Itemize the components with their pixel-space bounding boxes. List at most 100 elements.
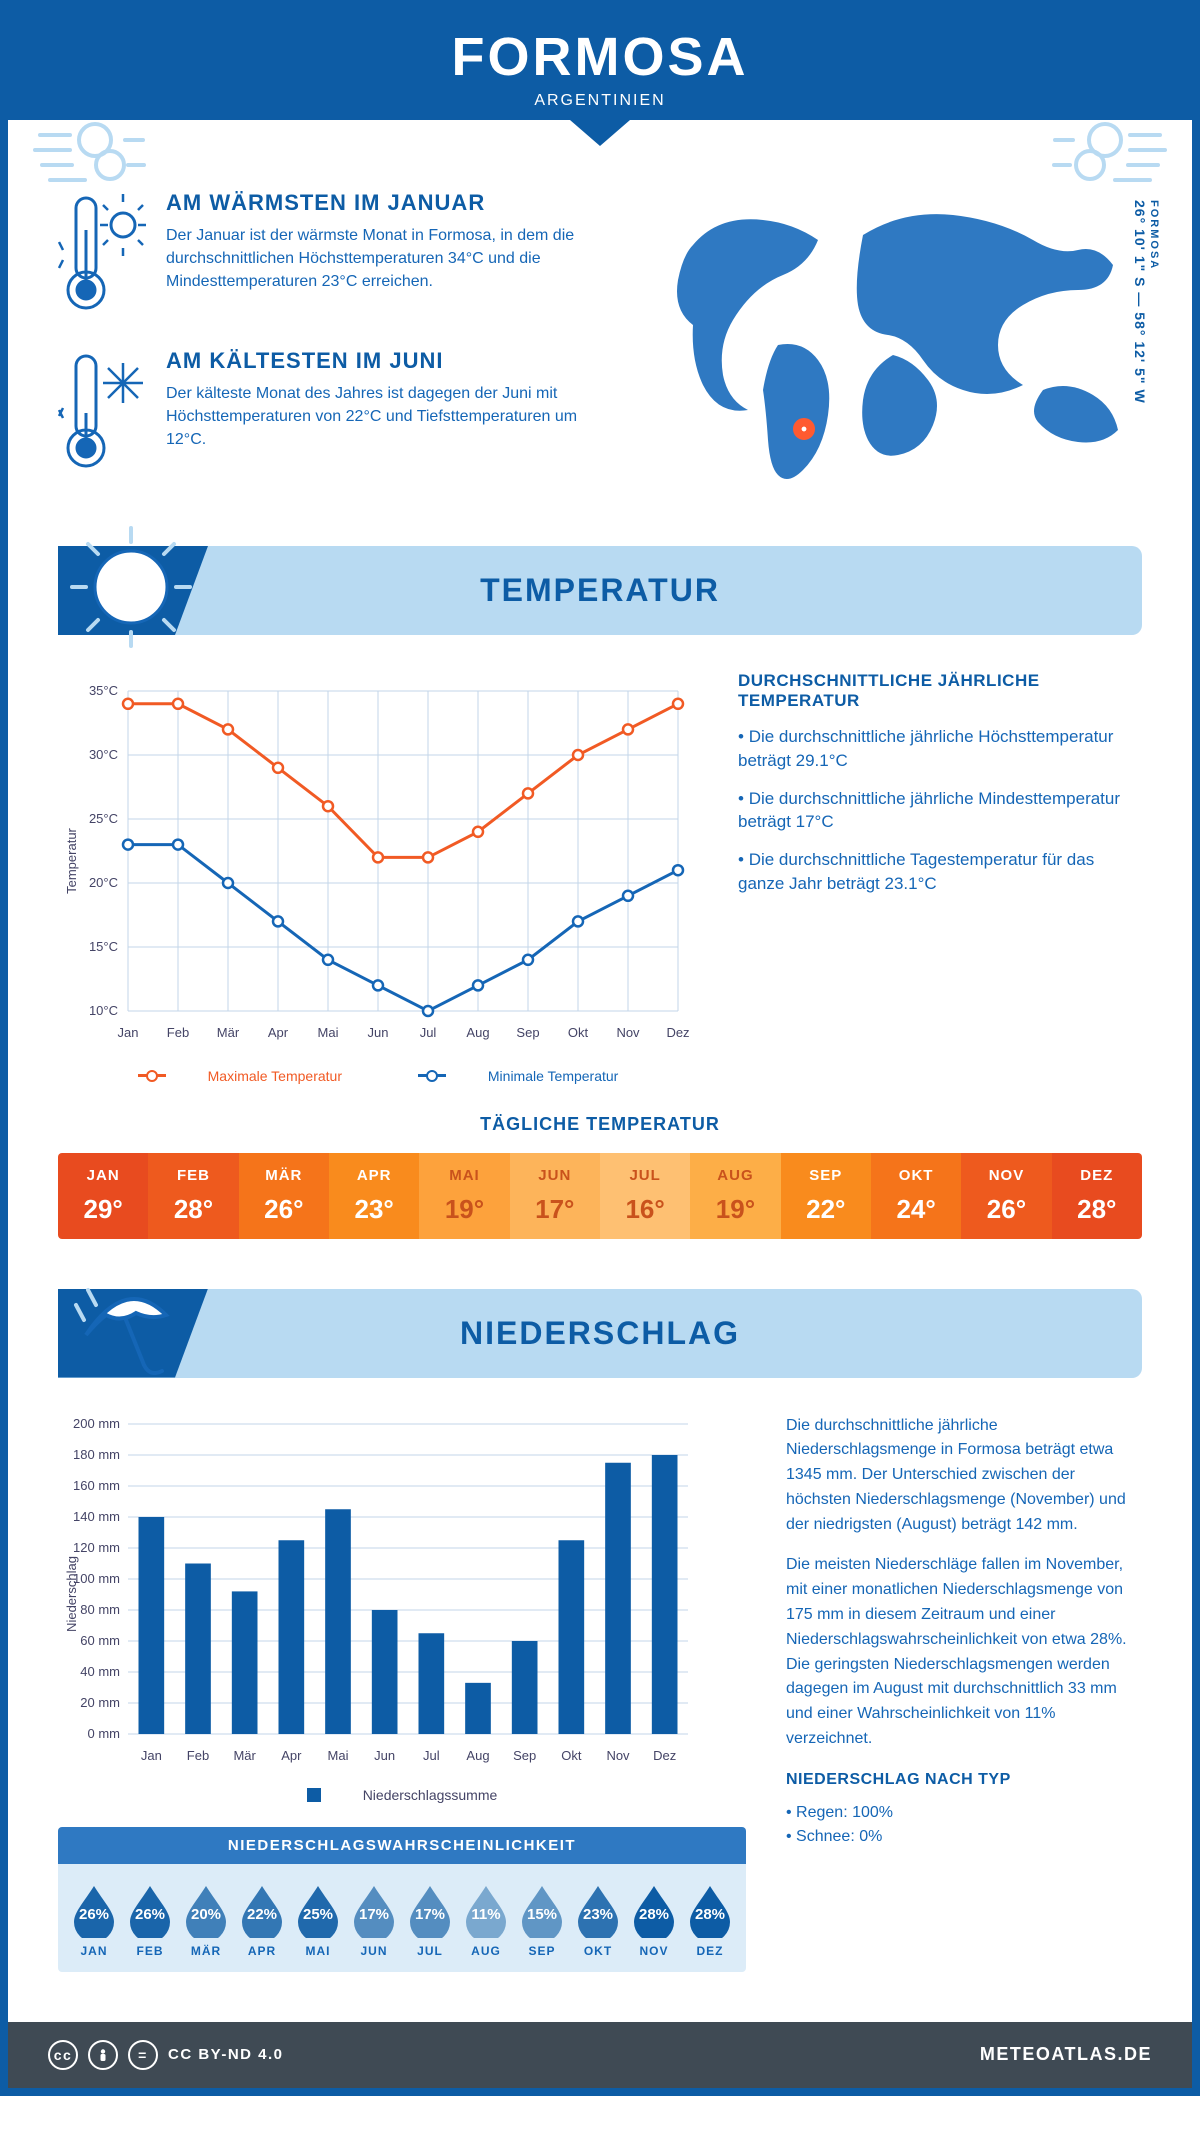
svg-text:160 mm: 160 mm — [73, 1478, 120, 1493]
svg-text:35°C: 35°C — [89, 683, 118, 698]
warm-fact: AM WÄRMSTEN IM JANUAR Der Januar ist der… — [58, 190, 633, 320]
umbrella-icon — [66, 1265, 186, 1385]
wind-icon — [1050, 110, 1170, 200]
daily-cell: MÄR26° — [239, 1153, 329, 1239]
svg-text:100 mm: 100 mm — [73, 1571, 120, 1586]
temperature-line-chart: 10°C15°C20°C25°C30°C35°CJanFebMärAprMaiJ… — [58, 671, 698, 1084]
map-column: FORMOSA 26° 10' 1" S — 58° 12' 5" W — [663, 190, 1142, 506]
footer: cc = CC BY-ND 4.0 METEOATLAS.DE — [8, 2022, 1192, 2088]
header-banner: FORMOSA ARGENTINIEN — [8, 8, 1192, 120]
svg-text:Jun: Jun — [374, 1748, 395, 1763]
legend-min: Minimale Temperatur — [488, 1068, 618, 1084]
sun-icon — [66, 522, 196, 652]
svg-text:Temperatur: Temperatur — [64, 827, 79, 893]
probability-item: 11%AUG — [458, 1882, 514, 1958]
temp-stats-item: Die durchschnittliche jährliche Höchstte… — [738, 725, 1142, 773]
daily-cell: JUL16° — [600, 1153, 690, 1239]
svg-text:Aug: Aug — [466, 1025, 489, 1040]
daily-cell: OKT24° — [871, 1153, 961, 1239]
probability-item: 22%APR — [234, 1882, 290, 1958]
coord-name: FORMOSA — [1148, 200, 1160, 404]
nd-icon: = — [128, 2040, 158, 2070]
temp-stats-item: Die durchschnittliche jährliche Mindestt… — [738, 787, 1142, 835]
daily-temp-table: JAN29°FEB28°MÄR26°APR23°MAI19°JUN17°JUL1… — [58, 1153, 1142, 1239]
temp-stats-title: DURCHSCHNITTLICHE JÄHRLICHE TEMPERATUR — [738, 671, 1142, 711]
probability-item: 17%JUL — [402, 1882, 458, 1958]
daily-cell: JUN17° — [510, 1153, 600, 1239]
svg-text:Okt: Okt — [561, 1748, 582, 1763]
daily-temp-title: TÄGLICHE TEMPERATUR — [58, 1114, 1142, 1135]
svg-text:Nov: Nov — [606, 1748, 630, 1763]
svg-text:40 mm: 40 mm — [80, 1664, 120, 1679]
svg-text:Jun: Jun — [368, 1025, 389, 1040]
intro-row: AM WÄRMSTEN IM JANUAR Der Januar ist der… — [58, 190, 1142, 506]
svg-text:Niederschlag: Niederschlag — [64, 1556, 79, 1632]
svg-text:Dez: Dez — [666, 1025, 689, 1040]
cc-license: cc = CC BY-ND 4.0 — [48, 2040, 284, 2070]
svg-text:80 mm: 80 mm — [80, 1602, 120, 1617]
svg-text:15°C: 15°C — [89, 939, 118, 954]
svg-text:30°C: 30°C — [89, 747, 118, 762]
precip-text: Die durchschnittliche jährliche Niedersc… — [786, 1414, 1142, 1972]
precip-type-title: NIEDERSCHLAG NACH TYP — [786, 1768, 1142, 1793]
temp-stats-item: Die durchschnittliche Tagestemperatur fü… — [738, 848, 1142, 896]
coordinates: FORMOSA 26° 10' 1" S — 58° 12' 5" W — [1132, 200, 1160, 404]
probability-item: 28%DEZ — [682, 1882, 738, 1958]
temperature-stats: DURCHSCHNITTLICHE JÄHRLICHE TEMPERATUR D… — [738, 671, 1142, 1084]
daily-cell: MAI19° — [419, 1153, 509, 1239]
svg-text:Mai: Mai — [328, 1748, 349, 1763]
facts-column: AM WÄRMSTEN IM JANUAR Der Januar ist der… — [58, 190, 633, 506]
svg-text:Okt: Okt — [568, 1025, 589, 1040]
cc-icon: cc — [48, 2040, 78, 2070]
svg-text:Jul: Jul — [420, 1025, 437, 1040]
probability-panel: NIEDERSCHLAGSWAHRSCHEINLICHKEIT 26%JAN26… — [58, 1827, 746, 1972]
daily-cell: FEB28° — [148, 1153, 238, 1239]
svg-text:20°C: 20°C — [89, 875, 118, 890]
probability-item: 15%SEP — [514, 1882, 570, 1958]
warm-body: Der Januar ist der wärmste Monat in Form… — [166, 224, 586, 294]
precip-type-item: • Regen: 100% — [786, 1801, 1142, 1826]
daily-cell: APR23° — [329, 1153, 419, 1239]
line-chart-svg: 10°C15°C20°C25°C30°C35°CJanFebMärAprMaiJ… — [58, 671, 698, 1051]
daily-cell: SEP22° — [781, 1153, 871, 1239]
svg-text:Sep: Sep — [516, 1025, 539, 1040]
coord-text: 26° 10' 1" S — 58° 12' 5" W — [1132, 200, 1148, 404]
svg-text:Mai: Mai — [318, 1025, 339, 1040]
svg-text:Aug: Aug — [466, 1748, 489, 1763]
cold-title: AM KÄLTESTEN IM JUNI — [166, 348, 586, 374]
precip-para-1: Die durchschnittliche jährliche Niedersc… — [786, 1414, 1142, 1538]
probability-item: 17%JUN — [346, 1882, 402, 1958]
thermometer-snow-icon — [58, 348, 148, 478]
svg-text:120 mm: 120 mm — [73, 1540, 120, 1555]
probability-title: NIEDERSCHLAGSWAHRSCHEINLICHKEIT — [58, 1827, 746, 1864]
precip-bar-chart: 0 mm20 mm40 mm60 mm80 mm100 mm120 mm140 … — [58, 1414, 746, 1972]
page: FORMOSA ARGENTINIEN — [0, 0, 1200, 2096]
svg-text:Apr: Apr — [268, 1025, 289, 1040]
probability-item: 25%MAI — [290, 1882, 346, 1958]
svg-text:0 mm: 0 mm — [88, 1726, 121, 1741]
daily-cell: AUG19° — [690, 1153, 780, 1239]
svg-text:25°C: 25°C — [89, 811, 118, 826]
probability-item: 28%NOV — [626, 1882, 682, 1958]
precip-type-item: • Schnee: 0% — [786, 1825, 1142, 1850]
svg-text:Feb: Feb — [187, 1748, 209, 1763]
cold-fact: AM KÄLTESTEN IM JUNI Der kälteste Monat … — [58, 348, 633, 478]
svg-text:Jul: Jul — [423, 1748, 440, 1763]
world-map-icon — [663, 190, 1133, 480]
probability-item: 26%FEB — [122, 1882, 178, 1958]
svg-text:Nov: Nov — [616, 1025, 640, 1040]
svg-text:Dez: Dez — [653, 1748, 676, 1763]
section-title: TEMPERATUR — [480, 572, 720, 608]
legend-bar: Niederschlagssumme — [363, 1787, 498, 1803]
section-banner-temperature: TEMPERATUR — [58, 546, 1142, 635]
section-banner-precip: NIEDERSCHLAG — [58, 1289, 1142, 1378]
daily-cell: NOV26° — [961, 1153, 1051, 1239]
svg-text:Apr: Apr — [281, 1748, 302, 1763]
content: AM WÄRMSTEN IM JANUAR Der Januar ist der… — [8, 120, 1192, 2022]
probability-item: 20%MÄR — [178, 1882, 234, 1958]
svg-text:140 mm: 140 mm — [73, 1509, 120, 1524]
thermometer-sun-icon — [58, 190, 148, 320]
page-subtitle: ARGENTINIEN — [8, 92, 1192, 110]
wind-icon — [30, 110, 150, 200]
bar-chart-legend: Niederschlagssumme — [58, 1787, 746, 1805]
